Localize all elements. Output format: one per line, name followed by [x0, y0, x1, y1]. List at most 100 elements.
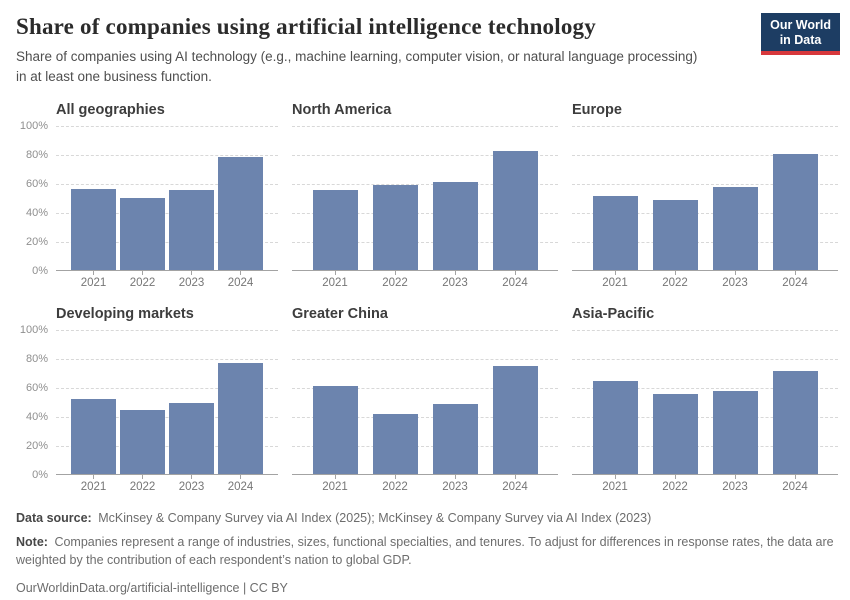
axis-tick: [394, 474, 396, 479]
bar-2022: [372, 414, 418, 474]
gridline: [572, 241, 838, 243]
axis-tick: [794, 474, 796, 479]
x-tick-label: 2024: [502, 276, 528, 289]
gridline: [56, 154, 278, 156]
bar-2022: [120, 197, 165, 270]
data-source-line: Data source: McKinsey & Company Survey v…: [16, 509, 834, 527]
plot-area: [572, 125, 838, 271]
plot-area: [292, 329, 558, 475]
axis-tick: [674, 270, 676, 275]
axis-tick: [240, 474, 241, 479]
y-tick-label: 0%: [32, 468, 48, 481]
bar-2022: [372, 184, 418, 270]
x-tick-label: 2022: [382, 480, 408, 493]
x-axis: 2021 2022 2023 2024: [572, 474, 838, 493]
owid-logo: Our World in Data: [761, 13, 840, 55]
y-tick-label: 80%: [25, 352, 48, 365]
bar-2021: [592, 196, 638, 270]
x-tick-label: 2023: [178, 276, 205, 289]
x-tick-label: 2024: [227, 480, 254, 493]
data-source-text: McKinsey & Company Survey via AI Index (…: [98, 510, 652, 525]
x-tick-label: 2023: [442, 276, 468, 289]
x-axis: 2021 2022 2023 2024: [572, 270, 838, 289]
x-tick-label: 2024: [502, 480, 528, 493]
attribution-line: OurWorldinData.org/artificial-intelligen…: [16, 580, 288, 595]
x-tick-label: 2024: [782, 480, 808, 493]
bar-2022: [652, 394, 698, 474]
bar-2024: [772, 371, 818, 474]
x-tick-label: 2023: [442, 480, 468, 493]
x-tick-label: 2021: [80, 480, 107, 493]
axis-tick: [514, 270, 516, 275]
bar-2023: [169, 402, 214, 474]
bar-2023: [169, 190, 214, 270]
x-tick-label: 2022: [129, 276, 156, 289]
x-tick-label: 2023: [722, 480, 748, 493]
axis-tick: [454, 270, 456, 275]
gridline: [572, 125, 838, 127]
panel-title: Europe: [572, 101, 622, 118]
x-tick-label: 2024: [227, 276, 254, 289]
plot-area: [56, 329, 278, 475]
gridline: [292, 125, 558, 127]
axis-tick: [93, 474, 94, 479]
gridline: [56, 212, 278, 214]
note-text: Companies represent a range of industrie…: [16, 534, 834, 567]
logo-line-2: in Data: [779, 33, 822, 47]
gridline: [292, 212, 558, 214]
y-axis-labels: 0% 20% 40% 60% 80% 100%: [12, 120, 56, 277]
x-axis: 2021 2022 2023 2024: [56, 270, 278, 289]
note-label: Note:: [16, 534, 48, 549]
axis-tick: [334, 474, 336, 479]
y-tick-label: 40%: [25, 206, 48, 219]
gridline: [56, 329, 278, 331]
gridline: [572, 183, 838, 185]
x-axis: 2021 2022 2023 2024: [292, 474, 558, 493]
panel-title: All geographies: [56, 101, 165, 118]
gridline: [292, 387, 558, 389]
bar-2021: [71, 188, 116, 270]
chart-panel-all-geographies: All geographies 0% 20% 40% 60% 80% 100% 2021 202…: [12, 102, 278, 289]
x-tick-label: 2021: [322, 276, 348, 289]
gridline: [572, 358, 838, 360]
bar-2024: [772, 154, 818, 270]
x-tick-label: 2022: [382, 276, 408, 289]
gridline: [56, 445, 278, 447]
panel-title: Asia-Pacific: [572, 305, 655, 322]
bar-2023: [432, 181, 478, 270]
x-tick-label: 2023: [178, 480, 205, 493]
y-tick-label: 60%: [25, 177, 48, 190]
panel-title: Developing markets: [56, 305, 194, 322]
axis-tick: [734, 270, 736, 275]
header: Share of companies using artificial inte…: [0, 0, 850, 88]
bar-2022: [120, 410, 165, 474]
bar-2021: [312, 385, 358, 474]
gridline: [292, 154, 558, 156]
x-tick-label: 2021: [602, 480, 628, 493]
gridline: [56, 358, 278, 360]
axis-tick: [454, 474, 456, 479]
bar-2022: [652, 200, 698, 270]
x-axis: 2021 2022 2023 2024: [56, 474, 278, 493]
gridline: [292, 445, 558, 447]
bar-2024: [218, 157, 263, 270]
gridline: [572, 416, 838, 418]
bar-2021: [312, 190, 358, 270]
y-tick-label: 80%: [25, 148, 48, 161]
bar-2024: [492, 151, 538, 270]
note-line: Note: Companies represent a range of ind…: [16, 533, 834, 569]
gridline: [572, 212, 838, 214]
y-tick-label: 0%: [32, 264, 48, 277]
axis-tick: [93, 270, 94, 275]
gridline: [56, 416, 278, 418]
plot-area: [292, 125, 558, 271]
panel-title: Greater China: [292, 305, 388, 322]
x-tick-label: 2021: [322, 480, 348, 493]
gridline: [56, 183, 278, 185]
axis-tick: [191, 270, 192, 275]
footer: Data source: McKinsey & Company Survey v…: [16, 509, 834, 598]
logo-line-1: Our World: [770, 18, 831, 32]
gridline: [292, 416, 558, 418]
y-tick-label: 40%: [25, 410, 48, 423]
panel-title: North America: [292, 101, 392, 118]
